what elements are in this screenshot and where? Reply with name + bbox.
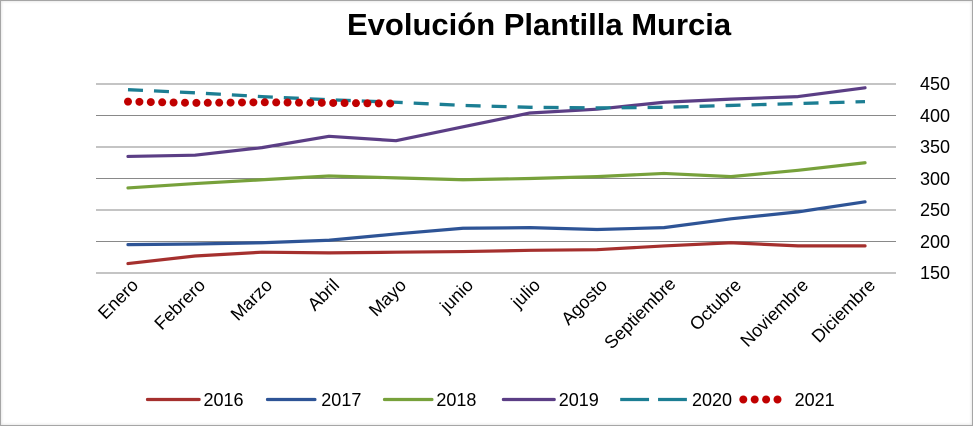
svg-text:2021: 2021 xyxy=(795,390,835,410)
svg-text:2017: 2017 xyxy=(321,390,361,410)
svg-text:2016: 2016 xyxy=(204,390,244,410)
svg-text:2018: 2018 xyxy=(436,390,476,410)
svg-text:2019: 2019 xyxy=(559,390,599,410)
svg-text:2020: 2020 xyxy=(692,390,732,410)
